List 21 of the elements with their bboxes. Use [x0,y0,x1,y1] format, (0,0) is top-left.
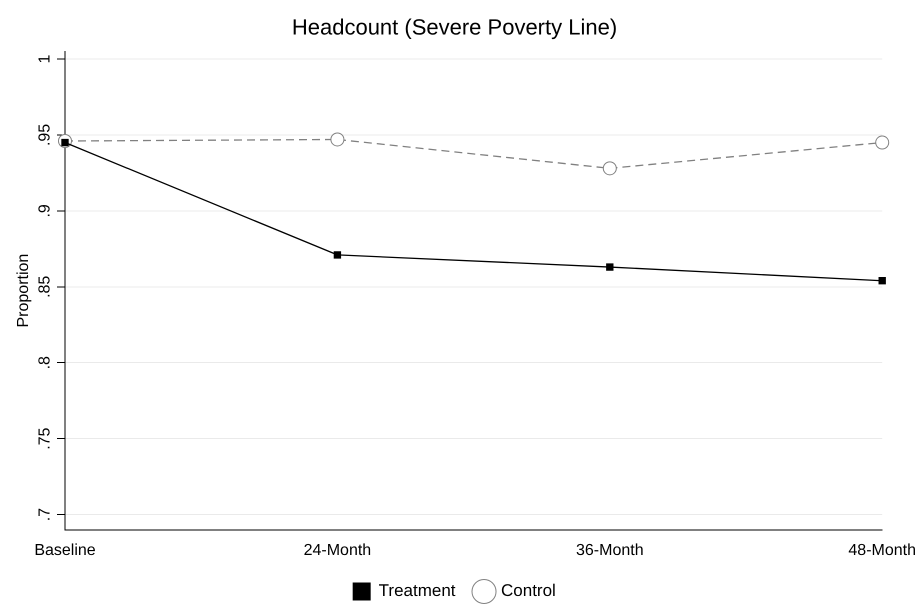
y-tick-label: .85 [36,276,54,298]
x-tick-label: Baseline [34,542,96,559]
y-tick-label: .95 [36,124,54,146]
point [602,161,617,176]
x-tick-label: 36-Month [576,542,644,559]
y-tick-label: .75 [36,427,54,450]
legend-label: Control [501,581,556,600]
point [330,132,344,146]
point [606,263,614,271]
y-tick-label: .9 [36,204,54,218]
legend-label: Treatment [378,581,456,600]
point [878,277,886,284]
chart-title: Headcount (Severe Poverty Line) [292,14,618,40]
x-tick-label: 24-Month [304,542,372,559]
y-axis-title: Proportion [15,254,32,328]
y-tick-label: .8 [36,356,54,370]
y-tick-label: 1 [36,54,54,64]
x-tick-label: 48-Month [848,542,916,559]
y-tick-label: .7 [36,508,54,522]
point [334,251,342,259]
point [875,136,890,150]
